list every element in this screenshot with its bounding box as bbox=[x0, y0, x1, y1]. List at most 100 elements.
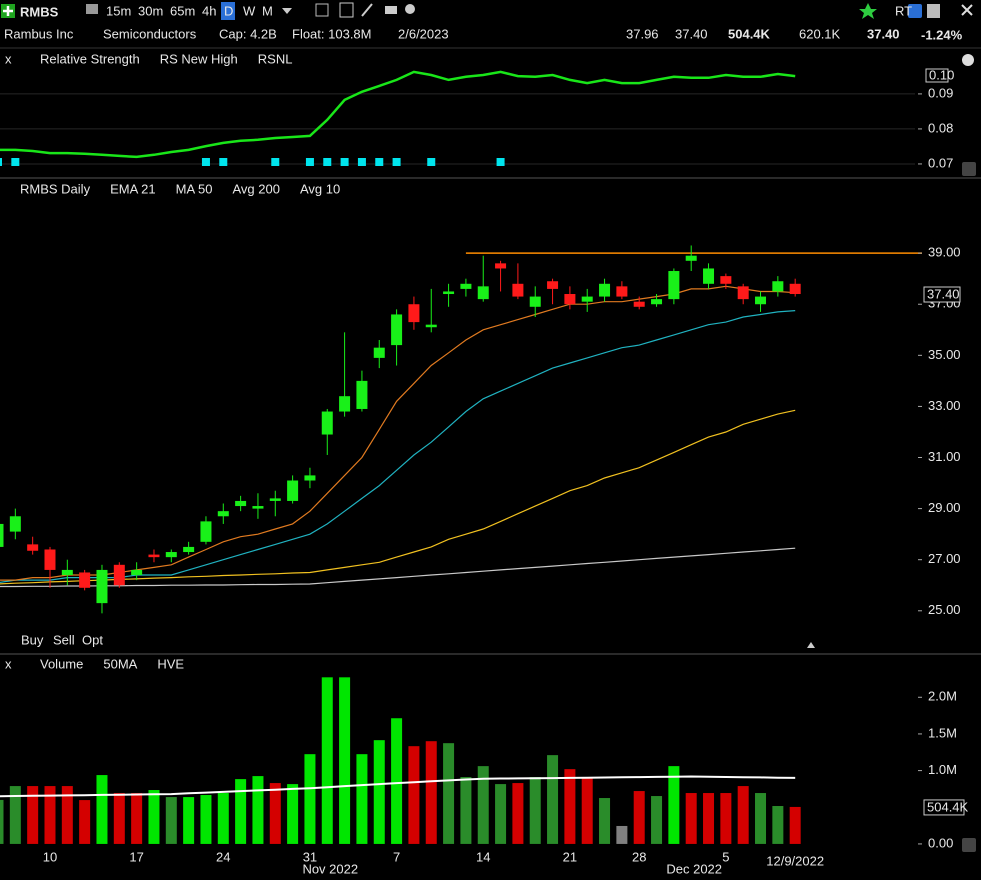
volume-bar bbox=[391, 718, 403, 844]
star-icon[interactable] bbox=[859, 3, 877, 19]
info-field: 620.1K bbox=[799, 26, 841, 41]
layers-icon[interactable] bbox=[385, 6, 397, 14]
volume-bar bbox=[321, 677, 333, 844]
legend-entry[interactable]: 50MA bbox=[103, 656, 137, 671]
candle-body bbox=[668, 271, 680, 300]
legend-entry[interactable]: Avg 200 bbox=[232, 181, 279, 196]
line bbox=[0, 70, 796, 159]
legend-entry[interactable]: RSNL bbox=[258, 51, 293, 66]
volume-bar bbox=[373, 740, 385, 844]
rs-new-high-marker bbox=[11, 158, 20, 166]
calc-icon[interactable] bbox=[339, 2, 354, 18]
interval-active bbox=[221, 2, 235, 20]
sell-button[interactable]: Sell bbox=[53, 632, 75, 647]
y-tick-label: 27.00 bbox=[928, 551, 961, 566]
volume-bar bbox=[616, 825, 628, 844]
draw-icon[interactable] bbox=[361, 3, 373, 17]
interval-button[interactable]: D bbox=[224, 3, 233, 18]
tool-icon[interactable] bbox=[315, 3, 329, 17]
rs-new-high-marker bbox=[496, 158, 505, 166]
legend-entry[interactable]: Volume bbox=[40, 656, 83, 671]
line bbox=[0, 285, 796, 581]
y-tick-label: 1.5M bbox=[928, 725, 957, 740]
candle-body bbox=[772, 281, 784, 292]
x-tick-label: 14 bbox=[476, 849, 490, 864]
scroll-button[interactable] bbox=[962, 838, 976, 852]
company-name: Rambus Inc bbox=[4, 26, 74, 41]
last-value-box bbox=[925, 68, 949, 83]
panel-close[interactable]: x bbox=[5, 51, 12, 66]
add-symbol-icon[interactable] bbox=[1, 4, 15, 18]
volume-bar bbox=[183, 797, 195, 844]
candle-body bbox=[425, 324, 437, 328]
legend-entry[interactable]: HVE bbox=[157, 656, 184, 671]
rt-label[interactable]: RT bbox=[895, 3, 912, 18]
line bbox=[0, 547, 796, 588]
candle-body bbox=[391, 314, 403, 346]
line bbox=[0, 409, 796, 585]
volume-bar bbox=[217, 793, 229, 844]
x-tick-label: 31 bbox=[303, 849, 317, 864]
scroll-button[interactable] bbox=[962, 162, 976, 176]
interval-button[interactable]: M bbox=[262, 3, 273, 18]
interval-button[interactable]: W bbox=[243, 3, 256, 18]
rs-new-high-marker bbox=[375, 158, 384, 166]
last-volume-label: 504.4K bbox=[927, 799, 969, 814]
chart-title[interactable]: RMBS Daily bbox=[20, 181, 91, 196]
market-cap: Cap: 4.2B bbox=[219, 26, 277, 41]
interval-button[interactable]: 15m bbox=[106, 3, 131, 18]
candle-body bbox=[148, 554, 160, 558]
last-price-label: 37.40 bbox=[927, 286, 960, 301]
candle-body bbox=[9, 516, 21, 532]
collapse-arrow[interactable] bbox=[807, 642, 815, 648]
opt-button[interactable]: Opt bbox=[82, 632, 103, 647]
x-tick-label: 5 bbox=[722, 849, 729, 864]
volume-bar bbox=[512, 783, 524, 844]
panel-close[interactable]: x bbox=[5, 656, 12, 671]
chart-icon[interactable] bbox=[86, 4, 98, 14]
interval-dropdown[interactable] bbox=[282, 8, 292, 14]
volume-bar bbox=[165, 797, 177, 844]
candle-body bbox=[789, 283, 801, 295]
rs-new-high-marker bbox=[357, 158, 366, 166]
candle-body bbox=[495, 263, 507, 269]
info-field: 37.40 bbox=[675, 26, 708, 41]
candle-body bbox=[512, 283, 524, 297]
volume-bar bbox=[720, 793, 732, 844]
window-icon[interactable] bbox=[927, 4, 940, 18]
close-icon[interactable] bbox=[961, 4, 973, 16]
candle-body bbox=[339, 396, 351, 412]
settings-icon[interactable] bbox=[962, 54, 974, 66]
interval-button[interactable]: 65m bbox=[170, 3, 195, 18]
share-icon[interactable] bbox=[405, 4, 415, 14]
candle-body bbox=[217, 511, 229, 517]
candle-body bbox=[200, 521, 212, 542]
volume-bar bbox=[79, 800, 91, 844]
candle-body bbox=[737, 286, 749, 300]
legend-entry[interactable]: Avg 10 bbox=[300, 181, 340, 196]
volume-bar bbox=[96, 775, 108, 844]
y-tick-label: 1.0M bbox=[928, 762, 957, 777]
candle-body bbox=[564, 294, 576, 305]
interval-button[interactable]: 4h bbox=[202, 3, 216, 18]
symbol[interactable]: RMBS bbox=[20, 4, 59, 19]
volume-bar bbox=[668, 766, 680, 844]
volume-bar bbox=[0, 799, 4, 844]
rs-new-high-marker bbox=[271, 158, 280, 166]
candle-body bbox=[27, 544, 39, 551]
volume-today: 504.4K bbox=[728, 26, 771, 41]
candle-body bbox=[61, 569, 73, 576]
y-tick-label: 0.08 bbox=[928, 120, 953, 135]
volume-bar bbox=[599, 798, 611, 844]
legend-entry[interactable]: MA 50 bbox=[176, 181, 213, 196]
legend-entry[interactable]: RS New High bbox=[160, 51, 238, 66]
s-icon[interactable] bbox=[908, 4, 922, 18]
y-tick-label: 0.00 bbox=[928, 835, 953, 850]
legend-entry[interactable]: EMA 21 bbox=[110, 181, 156, 196]
volume-bar bbox=[443, 743, 455, 844]
legend-entry[interactable]: Relative Strength bbox=[40, 51, 140, 66]
candle-body bbox=[581, 296, 593, 302]
rs-new-high-marker bbox=[219, 158, 228, 166]
buy-button[interactable]: Buy bbox=[21, 632, 44, 647]
interval-button[interactable]: 30m bbox=[138, 3, 163, 18]
